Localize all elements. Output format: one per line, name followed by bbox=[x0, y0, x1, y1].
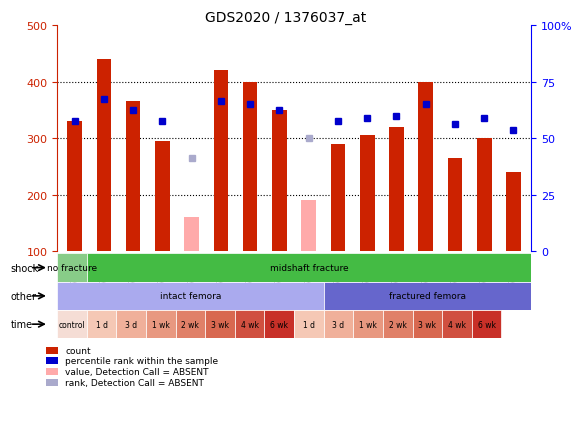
Bar bbox=[419, 82, 433, 252]
Bar bbox=[448, 159, 463, 252]
Text: 3 d: 3 d bbox=[125, 320, 137, 329]
Bar bbox=[46, 347, 58, 354]
Bar bbox=[294, 310, 324, 339]
Bar bbox=[184, 218, 199, 252]
Text: 3 wk: 3 wk bbox=[419, 320, 436, 329]
Text: percentile rank within the sample: percentile rank within the sample bbox=[65, 357, 218, 365]
Bar bbox=[506, 173, 521, 252]
Bar bbox=[57, 254, 87, 282]
Text: no fracture: no fracture bbox=[47, 263, 97, 273]
Text: 3 d: 3 d bbox=[332, 320, 344, 329]
Text: 1 wk: 1 wk bbox=[359, 320, 377, 329]
Bar bbox=[96, 60, 111, 252]
Bar bbox=[57, 282, 324, 310]
Text: intact femora: intact femora bbox=[160, 292, 221, 301]
Bar bbox=[46, 379, 58, 386]
Bar bbox=[126, 102, 140, 252]
Bar bbox=[87, 310, 116, 339]
Text: 4 wk: 4 wk bbox=[240, 320, 259, 329]
Bar bbox=[46, 368, 58, 375]
Text: other: other bbox=[11, 291, 37, 301]
Bar bbox=[472, 310, 501, 339]
Text: 6 wk: 6 wk bbox=[477, 320, 496, 329]
Text: 2 wk: 2 wk bbox=[389, 320, 407, 329]
Text: time: time bbox=[11, 319, 33, 329]
Bar bbox=[272, 111, 287, 252]
Text: count: count bbox=[65, 346, 91, 355]
Bar bbox=[324, 310, 353, 339]
Bar bbox=[235, 310, 264, 339]
Bar bbox=[389, 128, 404, 252]
Text: rank, Detection Call = ABSENT: rank, Detection Call = ABSENT bbox=[65, 378, 204, 387]
Bar bbox=[146, 310, 176, 339]
Bar bbox=[67, 122, 82, 252]
Bar bbox=[442, 310, 472, 339]
Text: 1 wk: 1 wk bbox=[152, 320, 170, 329]
Text: midshaft fracture: midshaft fracture bbox=[270, 263, 348, 273]
Bar bbox=[264, 310, 294, 339]
Text: 4 wk: 4 wk bbox=[448, 320, 466, 329]
Text: 2 wk: 2 wk bbox=[182, 320, 199, 329]
Bar bbox=[57, 310, 87, 339]
Bar bbox=[383, 310, 412, 339]
Text: GDS2020 / 1376037_at: GDS2020 / 1376037_at bbox=[205, 11, 366, 25]
Bar bbox=[353, 310, 383, 339]
Bar bbox=[116, 310, 146, 339]
Bar bbox=[214, 71, 228, 252]
Text: fractured femora: fractured femora bbox=[389, 292, 466, 301]
Bar bbox=[301, 201, 316, 252]
Text: 1 d: 1 d bbox=[303, 320, 315, 329]
Bar bbox=[205, 310, 235, 339]
Bar bbox=[331, 145, 345, 252]
Bar bbox=[477, 139, 492, 252]
Bar bbox=[360, 136, 375, 252]
Bar bbox=[155, 141, 170, 252]
Text: 6 wk: 6 wk bbox=[270, 320, 288, 329]
Text: shock: shock bbox=[11, 263, 39, 273]
Bar bbox=[46, 358, 58, 365]
Text: 1 d: 1 d bbox=[95, 320, 107, 329]
Bar bbox=[412, 310, 442, 339]
Text: value, Detection Call = ABSENT: value, Detection Call = ABSENT bbox=[65, 368, 208, 376]
Bar bbox=[243, 82, 258, 252]
Bar bbox=[324, 282, 531, 310]
Bar bbox=[176, 310, 205, 339]
Text: control: control bbox=[59, 320, 85, 329]
Text: 3 wk: 3 wk bbox=[211, 320, 229, 329]
